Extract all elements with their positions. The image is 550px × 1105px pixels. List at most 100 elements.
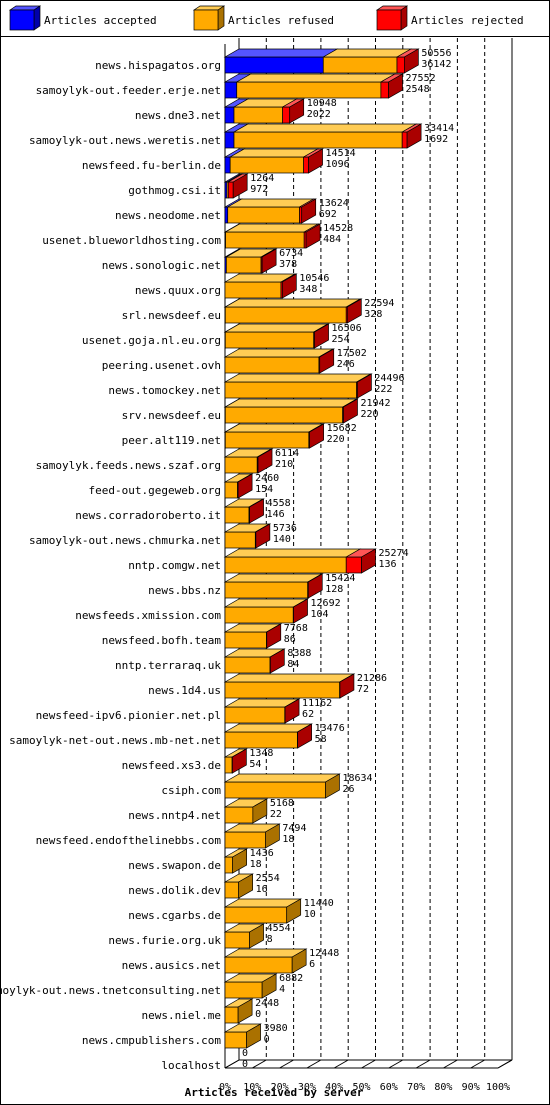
bar-segment-side xyxy=(257,448,273,474)
x-tick-mark xyxy=(361,1059,376,1069)
bar-segment-side xyxy=(293,598,308,624)
bar-segment-side xyxy=(361,548,376,574)
server-label: news.cmpublishers.com xyxy=(82,1034,221,1047)
server-label: news.furie.org.uk xyxy=(108,934,221,947)
bar-segment xyxy=(224,1031,247,1049)
server-label: news.corradoroberto.it xyxy=(75,509,221,522)
server-label: news.nntp4.net xyxy=(128,809,221,822)
bar-segment-side xyxy=(291,948,307,974)
bar-segment xyxy=(224,356,320,374)
total-value-label: 11162 xyxy=(302,698,332,709)
bar-segment xyxy=(227,181,234,199)
server-label: samoylyk-out.news.chmurka.net xyxy=(29,534,221,547)
rejected-value-label: 62 xyxy=(302,709,314,720)
total-value-label: 15682 xyxy=(327,423,357,434)
server-label: samoylyk-out.news.weretis.net xyxy=(29,134,221,147)
rejected-value-label: 36142 xyxy=(421,59,451,70)
x-tick-mark xyxy=(388,1059,404,1069)
server-label: news.dne3.net xyxy=(135,109,221,122)
rejected-value-label: 58 xyxy=(315,734,327,745)
total-value-label: 25274 xyxy=(379,548,409,559)
bar-segment-top xyxy=(224,223,320,233)
x-tick-mark xyxy=(415,1059,431,1069)
total-value-label: 10546 xyxy=(299,273,329,284)
bar-segment xyxy=(224,431,310,449)
server-label: samoylyk-net-out.news.mb-net.net xyxy=(9,734,221,747)
legend-swatch-refused xyxy=(193,9,219,31)
server-label: nntp.terraraq.uk xyxy=(115,659,221,672)
rejected-value-label: 10 xyxy=(304,909,316,920)
server-label: peer.alt119.net xyxy=(122,434,221,447)
bar-segment xyxy=(224,781,326,799)
bar-segment xyxy=(401,131,408,149)
server-label: localhost xyxy=(161,1059,221,1072)
server-label: srl.newsdeef.eu xyxy=(122,309,221,322)
bar-segment xyxy=(224,81,238,99)
rejected-value-label: 0 xyxy=(255,1009,261,1020)
bar-segment xyxy=(224,881,239,899)
bar-segment-top xyxy=(228,148,319,158)
rejected-value-label: 1096 xyxy=(326,159,350,170)
bar-segment-side xyxy=(308,148,323,174)
bar-segment xyxy=(224,131,235,149)
total-value-label: 5168 xyxy=(270,798,294,809)
legend-item-accepted: Articles accepted xyxy=(8,5,157,31)
plot-area: 0% 10% 20% 30% 40% 50% 60% 70% 80% 90% 100% news.hi… xyxy=(0,38,513,1093)
legend-swatch-refused-side xyxy=(217,5,225,31)
x-tick-mark xyxy=(252,1059,267,1069)
total-value-label: 4558 xyxy=(267,498,291,509)
server-label: news.swapon.de xyxy=(128,859,221,872)
server-label: newsfeed.fu-berlin.de xyxy=(82,159,221,172)
bar-segment xyxy=(224,456,258,474)
bar-segment xyxy=(227,206,300,224)
rejected-value-label: 254 xyxy=(332,334,350,345)
server-label: newsfeed.bofh.team xyxy=(102,634,222,647)
server-label: samoylyk.feeds.news.szaf.org xyxy=(36,459,221,472)
bar-segment-top xyxy=(223,348,335,358)
total-value-label: 14514 xyxy=(326,148,356,159)
bar-segment xyxy=(224,156,231,174)
rejected-value-label: 6 xyxy=(309,959,315,970)
bar-segment-top xyxy=(223,373,372,383)
rejected-value-label: 72 xyxy=(357,684,369,695)
total-value-label: 15424 xyxy=(325,573,355,584)
bar-segment-side xyxy=(307,573,323,599)
x-tick-label: 80% xyxy=(434,1082,452,1093)
bar-segment-top xyxy=(223,298,362,308)
bar-segment-top xyxy=(223,773,341,783)
total-value-label: 10948 xyxy=(307,98,337,109)
total-value-label: 4554 xyxy=(267,923,291,934)
server-label: news.ausics.net xyxy=(122,959,221,972)
bar-segment xyxy=(224,331,315,349)
bar-segment-side xyxy=(406,123,422,149)
total-value-label: 50556 xyxy=(421,48,451,59)
bar-segment-side xyxy=(261,973,277,999)
total-value-label: 14528 xyxy=(323,223,353,234)
rejected-value-label: 222 xyxy=(374,384,392,395)
bar-segment xyxy=(224,381,357,399)
bar-segment-side xyxy=(346,298,362,324)
server-label: news.dolik.dev xyxy=(128,884,221,897)
server-label: news.cgarbs.de xyxy=(128,909,221,922)
bar-segment xyxy=(396,56,405,74)
server-label: csiph.com xyxy=(161,784,221,797)
bar-segment xyxy=(224,906,288,924)
legend-swatch-accepted xyxy=(9,9,35,31)
server-label: newsfeed.endofthelinebbs.com xyxy=(36,834,222,847)
total-value-label: 1264 xyxy=(250,173,274,184)
total-value-label: 18634 xyxy=(342,773,372,784)
rejected-value-label: 2548 xyxy=(406,84,430,95)
bar-segment-side xyxy=(289,98,305,124)
bar-segment-side xyxy=(266,623,282,649)
bar-segment xyxy=(380,81,389,99)
bar-segment xyxy=(225,231,305,249)
legend-item-refused: Articles refused xyxy=(192,5,334,31)
bar-segment-top xyxy=(223,723,313,733)
server-label: samoylyk-out.feeder.erje.net xyxy=(36,84,221,97)
legend-label-refused: Articles refused xyxy=(228,14,334,27)
total-value-label: 2460 xyxy=(255,473,279,484)
rejected-value-label: 18 xyxy=(250,859,262,870)
bar-segment-top xyxy=(321,48,413,58)
rejected-value-label: 146 xyxy=(267,509,285,520)
rejected-value-label: 54 xyxy=(249,759,261,770)
